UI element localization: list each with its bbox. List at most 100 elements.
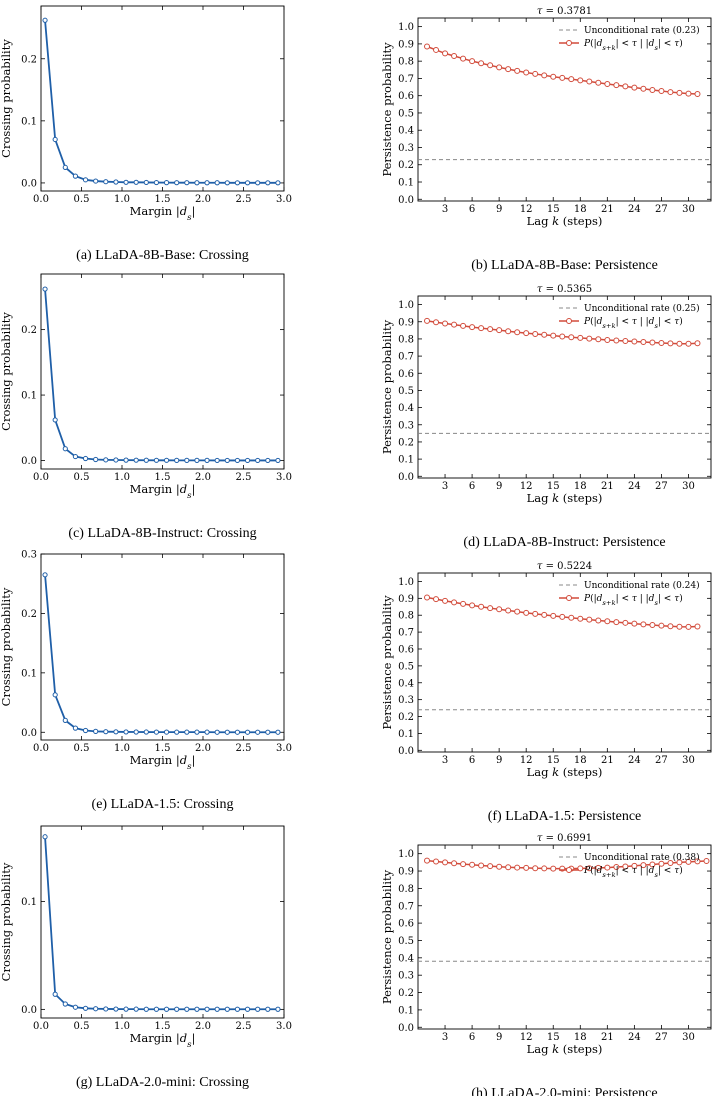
data-point <box>143 1006 149 1012</box>
x-tick-label: 3.0 <box>276 743 292 754</box>
data-point <box>424 43 431 50</box>
y-tick-label: 0.5 <box>398 936 414 947</box>
data-point <box>194 180 200 186</box>
data-point <box>676 89 683 96</box>
y-tick-label: 1.0 <box>398 22 414 33</box>
data-point <box>622 863 629 870</box>
data-point <box>244 729 251 735</box>
data-point <box>541 611 548 618</box>
y-axis-label: Crossing probability <box>0 39 13 158</box>
data-point <box>595 617 602 624</box>
data-point <box>255 1006 261 1012</box>
data-point <box>62 717 68 723</box>
legend-conditional-label: P(|ds+k| < τ | |ds| < τ) <box>583 316 683 330</box>
data-point <box>265 457 271 464</box>
data-point <box>255 457 261 464</box>
data-point <box>184 1006 190 1012</box>
data-point <box>93 456 99 463</box>
data-point <box>204 1006 210 1012</box>
x-tick-label: 6 <box>469 204 475 215</box>
data-point <box>133 457 139 463</box>
data-point <box>224 729 230 735</box>
data-point <box>505 607 512 614</box>
data-point <box>163 1006 170 1012</box>
data-point <box>478 862 485 869</box>
x-tick-label: 21 <box>601 481 614 492</box>
x-tick-label: 0.5 <box>74 743 90 754</box>
x-tick-label: 0.0 <box>33 472 49 483</box>
data-point <box>604 618 611 625</box>
legend-conditional-marker <box>566 40 572 46</box>
data-point <box>234 1006 241 1012</box>
data-point <box>153 457 160 463</box>
y-tick-label: 0.9 <box>398 594 414 605</box>
data-point <box>103 179 109 185</box>
chart-d: 3 6 9 12 15 18 21 24 27 30 0.0 0.1 0.2 0.3 0.4 0.5 0.6 0.… <box>380 284 712 505</box>
legend-conditional-marker <box>566 595 572 601</box>
data-point <box>505 864 512 871</box>
x-tick-label: 1.5 <box>155 743 171 754</box>
y-tick-label: 0.1 <box>21 391 37 402</box>
data-point <box>649 861 656 868</box>
data-point <box>451 860 458 867</box>
data-point <box>163 457 170 463</box>
data-point <box>496 64 503 71</box>
y-tick-label: 0.7 <box>398 74 414 85</box>
legend: Unconditional rate (0.23) P(|ds+k| < τ | … <box>559 25 700 52</box>
x-tick-label: 30 <box>682 1032 695 1043</box>
x-tick-label: 27 <box>655 755 668 766</box>
data-point <box>72 725 79 731</box>
y-tick-label: 0.6 <box>398 644 414 655</box>
series-line <box>44 836 278 1011</box>
data-point <box>514 864 521 871</box>
series-line <box>44 574 278 734</box>
data-point <box>532 865 539 872</box>
y-tick-label: 0.2 <box>398 160 414 171</box>
data-point <box>234 180 241 186</box>
x-axis-label: Margin |ds| <box>130 753 196 772</box>
data-point <box>694 340 701 347</box>
data-point <box>469 58 476 65</box>
data-point <box>586 335 593 342</box>
data-point <box>559 333 566 340</box>
data-point <box>103 729 109 735</box>
x-tick-label: 12 <box>520 481 533 492</box>
x-tick-label: 24 <box>628 755 641 766</box>
y-tick-label: 0.0 <box>398 746 414 757</box>
y-tick-label: 0.1 <box>398 1005 414 1016</box>
series-line <box>426 45 698 95</box>
data-point <box>604 864 611 871</box>
x-tick-label: 3 <box>442 481 448 492</box>
x-tick-label: 15 <box>547 1032 560 1043</box>
data-point <box>523 864 530 871</box>
data-point <box>667 89 674 96</box>
caption-c: (c) LLaDA-8B-Instruct: Crossing <box>68 526 256 541</box>
data-point <box>640 621 647 628</box>
data-point <box>694 90 701 97</box>
y-tick-label: 0.5 <box>398 386 414 397</box>
y-tick-label: 0.0 <box>21 178 37 189</box>
y-tick-label: 0.0 <box>21 1005 37 1016</box>
data-point <box>42 286 48 292</box>
data-point <box>460 55 467 62</box>
data-point <box>658 622 665 629</box>
data-point <box>424 594 431 601</box>
data-point <box>442 859 449 866</box>
caption-h: (h) LLaDA-2.0-mini: Persistence <box>471 1086 657 1096</box>
data-point <box>442 320 449 327</box>
data-point <box>433 596 440 603</box>
data-point <box>204 729 210 735</box>
caption-a: (a) LLaDA-8B-Base: Crossing <box>76 248 249 263</box>
data-point <box>174 1006 180 1012</box>
data-point <box>640 862 647 869</box>
y-axis-label: Persistence probability <box>380 42 394 177</box>
data-point <box>224 1006 230 1012</box>
y-tick-label: 0.7 <box>398 352 414 363</box>
x-tick-label: 9 <box>496 755 502 766</box>
data-point <box>244 1006 251 1012</box>
data-point <box>113 729 119 735</box>
data-point <box>541 865 548 872</box>
data-point <box>658 860 665 867</box>
x-tick-label: 2.5 <box>236 743 252 754</box>
data-point <box>649 339 656 346</box>
